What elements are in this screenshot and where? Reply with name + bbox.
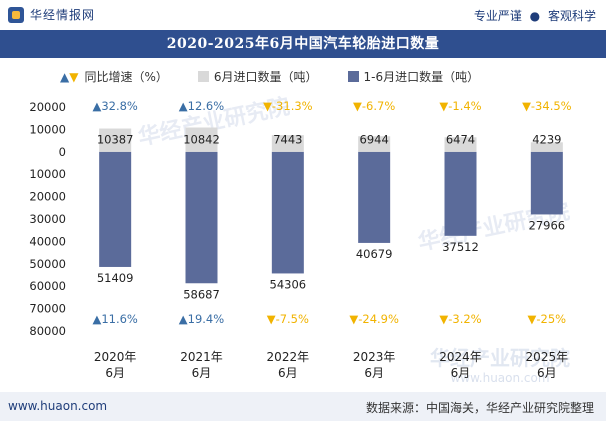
legend-swatch-june [197,71,209,82]
h1-import-bar [185,151,218,284]
june-value-label: 6474 [446,132,475,146]
h1-value-label: 37512 [442,240,479,254]
x-tick-label: 2021年 [180,350,223,364]
june-import-bar [358,136,391,152]
triangle-down-icon: ▼ [69,69,79,84]
legend-label-june: 6月进口数量（吨） [213,70,318,84]
h1-import-bar [444,151,477,236]
y-tick-label: 30000 [29,212,66,226]
slogan-part-1: 专业严谨 [473,9,522,23]
legend-label-h1: 1-6月进口数量（吨） [363,70,480,84]
h1-yoy-label: ▲11.6% [92,312,137,326]
h1-yoy-label: ▲19.4% [179,312,224,326]
june-import-bar [185,127,218,152]
x-tick-label: 6月 [364,366,384,380]
h1-value-label: 54306 [270,277,307,291]
h1-yoy-label: ▼-7.5% [267,312,309,326]
legend-item-june: 6月进口数量（吨） [197,68,318,85]
watermark-text: 华经产业研究院 [430,346,570,370]
june-import-bar [271,135,304,152]
legend-item-yoy: ▲ ▼ 同比增速（%） [60,68,168,85]
brand-logo[interactable]: 华经情报网 [8,6,95,23]
logo-text: 华经情报网 [30,8,96,22]
h1-import-bar [271,151,304,274]
slogan: 专业严谨 ● 客观科学 [474,7,596,24]
x-tick-label: 2025年 [526,350,569,364]
footer-bar: www.huaon.com 数据来源：中国海关，华经产业研究院整理 [0,392,606,421]
x-tick-label: 6月 [451,366,471,380]
h1-value-label: 58687 [183,287,220,301]
june-yoy-label: ▼-31.3% [263,99,313,113]
footer-website[interactable]: www.huaon.com [8,399,108,413]
slogan-part-2: 客观科学 [547,9,596,23]
june-import-bar [444,137,477,152]
legend-item-h1: 1-6月进口数量（吨） [347,68,480,85]
legend-swatch-h1 [347,71,359,82]
june-yoy-label: ▼-34.5% [522,99,572,113]
h1-import-bar [99,151,132,267]
h1-yoy-label: ▼-24.9% [349,312,399,326]
june-yoy-label: ▼-1.4% [439,99,481,113]
x-tick-label: 6月 [105,366,125,380]
chart-legend: ▲ ▼ 同比增速（%） 6月进口数量（吨） 1-6月进口数量（吨） [60,68,509,85]
h1-value-label: 40679 [356,247,393,261]
y-tick-label: 10000 [29,167,66,181]
x-tick-label: 2023年 [353,350,396,364]
y-tick-label: 80000 [29,324,66,338]
footer-source: 数据来源：中国海关，华经产业研究院整理 [365,401,594,415]
logo-icon [8,6,24,23]
y-tick-label: 20000 [29,100,66,114]
h1-import-bar [358,151,391,243]
june-yoy-label: ▼-6.7% [353,99,395,113]
june-value-label: 4239 [532,132,561,146]
june-import-bar [99,128,132,152]
top-bar: 华经情报网 专业严谨 ● 客观科学 [0,0,606,30]
legend-label-yoy: 同比增速（%） [84,70,168,84]
june-value-label: 6944 [360,132,389,146]
watermark-url: www.huaon.com [450,371,549,385]
x-tick-label: 2024年 [439,350,482,364]
june-import-bar [530,142,563,152]
x-tick-label: 2020年 [94,350,137,364]
h1-value-label: 27966 [529,218,566,232]
y-tick-label: 0 [59,145,66,159]
x-tick-label: 6月 [192,366,212,380]
triangle-up-icon: ▲ [60,69,70,84]
x-tick-label: 2022年 [267,350,310,364]
june-value-label: 7443 [273,132,302,146]
y-tick-label: 50000 [29,257,66,271]
h1-yoy-label: ▼-25% [528,312,567,326]
chart-title: 2020-2025年6月中国汽车轮胎进口数量 [0,30,606,58]
june-value-label: 10387 [97,132,134,146]
june-yoy-label: ▲32.8% [92,99,137,113]
y-tick-label: 60000 [29,279,66,293]
june-value-label: 10842 [183,132,220,146]
x-tick-label: 6月 [278,366,298,380]
slogan-separator: ● [529,9,541,23]
y-tick-label: 70000 [29,302,66,316]
y-tick-label: 20000 [29,190,66,204]
y-tick-label: 10000 [29,122,66,136]
h1-value-label: 51409 [97,271,134,285]
h1-import-bar [530,151,563,215]
x-tick-label: 6月 [537,366,557,380]
june-yoy-label: ▲12.6% [179,99,224,113]
y-tick-label: 40000 [29,234,66,248]
h1-yoy-label: ▼-3.2% [439,312,481,326]
